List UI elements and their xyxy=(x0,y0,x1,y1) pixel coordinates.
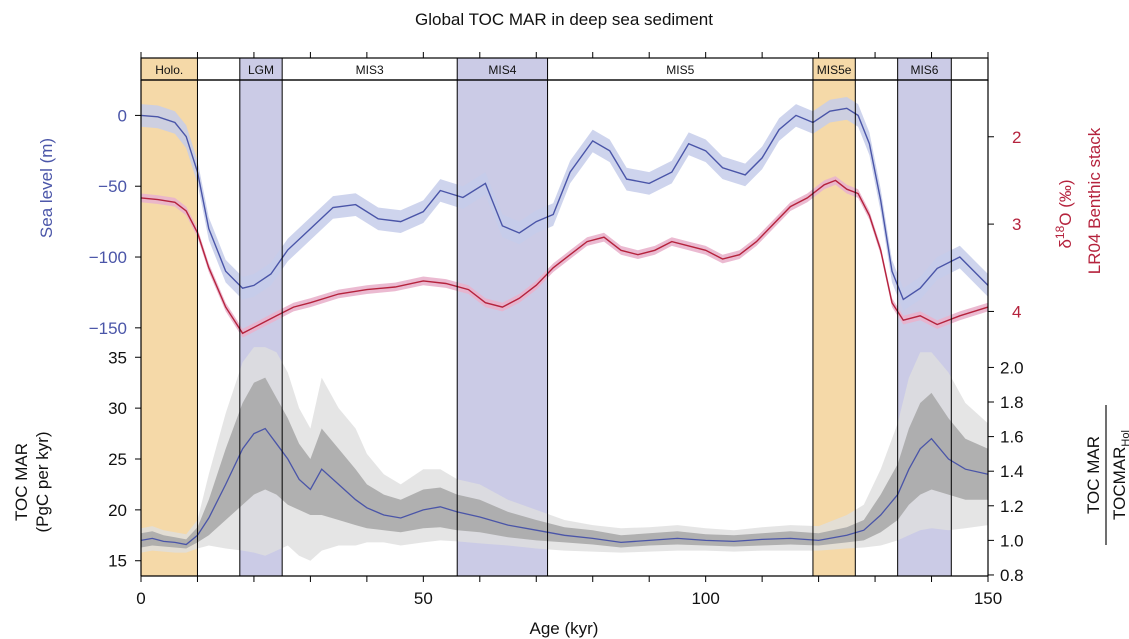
x-tick-label: 150 xyxy=(974,589,1002,608)
bottom-uncertainty-bands xyxy=(141,347,988,561)
ratio-tick-label: 0.8 xyxy=(1000,566,1024,585)
sea-level-tick-label: 0 xyxy=(118,106,127,125)
x-tick-label: 50 xyxy=(414,589,433,608)
x-tick-label: 0 xyxy=(136,589,145,608)
stage-band-mis5e xyxy=(812,58,856,576)
toc-tick-label: 35 xyxy=(108,348,127,367)
d18o-tick-label: 4 xyxy=(1012,302,1021,321)
sea-level-line xyxy=(140,107,989,301)
d18o-tick-label: 2 xyxy=(1012,128,1021,147)
ratio-tick-label: 1.0 xyxy=(1000,531,1024,550)
toc-axis-label-line2: (PgC per kyr) xyxy=(33,431,52,532)
toc-tick-label: 20 xyxy=(108,501,127,520)
toc-inner-band xyxy=(141,377,988,549)
ratio-axis-label-denominator: TOCMARHol xyxy=(1110,430,1129,520)
sea-level-axis-label: Sea level (m) xyxy=(37,138,56,238)
ratio-tick-label: 1.4 xyxy=(1000,462,1024,481)
stage-label-mis5: MIS5 xyxy=(666,63,694,77)
stage-label-mis3: MIS3 xyxy=(356,63,384,77)
d18o-axis-label: δ18O (‰) xyxy=(1053,179,1075,248)
ratio-tick-label: 1.2 xyxy=(1000,497,1024,516)
ratio-axis-label-numerator: TOC MAR xyxy=(1084,436,1103,514)
chart-title: Global TOC MAR in deep sea sediment xyxy=(415,10,713,29)
toc-tick-label: 30 xyxy=(108,399,127,418)
axes: 0 50 100 150 0 −50 −100 −150 2 3 4 15 20 25 30 35 0.8 1.0… xyxy=(89,52,1024,608)
sea-level-tick-label: −150 xyxy=(89,319,127,338)
sea-level-tick-label: −50 xyxy=(98,177,127,196)
benthic-stack-axis-label: LR04 Benthic stack xyxy=(1085,127,1104,274)
stage-labels: Holo. LGM MIS3 MIS4 MIS5 MIS5e MIS6 xyxy=(155,63,939,77)
x-axis-label: Age (kyr) xyxy=(530,619,599,638)
ratio-tick-label: 1.6 xyxy=(1000,428,1024,447)
ratio-tick-label: 2.0 xyxy=(1000,358,1024,377)
d18o-uncertainty-band xyxy=(141,176,988,338)
stage-label-mis6: MIS6 xyxy=(910,63,938,77)
top-uncertainty-bands xyxy=(141,97,988,338)
toc-axis-label-line1: TOC MAR xyxy=(12,443,31,521)
d18o-line xyxy=(140,179,989,335)
d18o-tick-label: 3 xyxy=(1012,215,1021,234)
x-tick-label: 100 xyxy=(691,589,719,608)
toc-tick-label: 15 xyxy=(108,552,127,571)
stage-label-mis4: MIS4 xyxy=(488,63,516,77)
sea-level-tick-label: −100 xyxy=(89,248,127,267)
sea-level-uncertainty-band xyxy=(141,97,988,311)
stage-label-lgm: LGM xyxy=(248,63,274,77)
stage-label-mis5e: MIS5e xyxy=(817,63,852,77)
ratio-tick-label: 1.8 xyxy=(1000,393,1024,412)
stage-label-holo: Holo. xyxy=(155,63,183,77)
toc-tick-label: 25 xyxy=(108,450,127,469)
